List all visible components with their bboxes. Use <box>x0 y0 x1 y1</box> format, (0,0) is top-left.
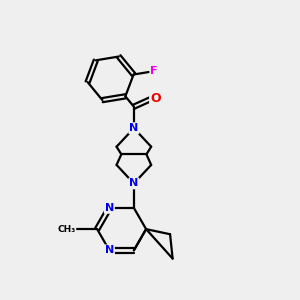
Text: CH₃: CH₃ <box>57 225 76 234</box>
Text: N: N <box>129 178 139 188</box>
Text: N: N <box>129 123 139 133</box>
Text: F: F <box>150 66 158 76</box>
Text: N: N <box>105 245 114 255</box>
Text: N: N <box>105 203 114 213</box>
Text: O: O <box>150 92 161 105</box>
